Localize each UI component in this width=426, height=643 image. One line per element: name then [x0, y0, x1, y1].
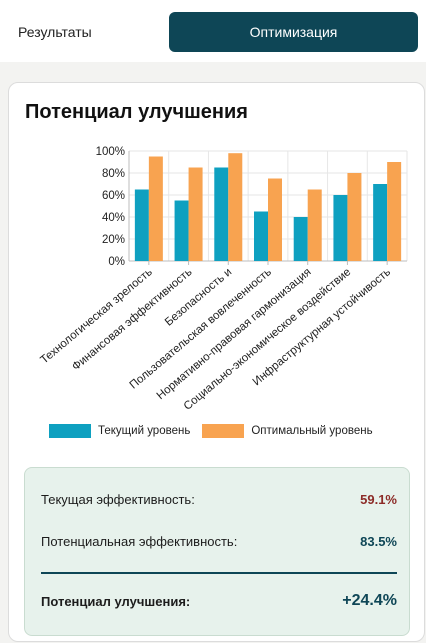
tab-optimization[interactable]: Оптимизация: [169, 12, 418, 52]
y-tick-label: 100%: [96, 146, 125, 158]
y-tick-label: 60%: [102, 190, 125, 202]
tab-optimization-label: Оптимизация: [249, 24, 338, 40]
bar-optimal: [347, 173, 362, 261]
legend-item-current: Текущий уровень: [49, 424, 190, 438]
tab-results[interactable]: Результаты: [0, 12, 165, 52]
legend-label-optimal: Оптимальный уровень: [251, 425, 373, 437]
summary-divider: [41, 572, 397, 574]
card-title: Потенциал улучшения: [25, 101, 248, 123]
bar-current: [214, 167, 229, 261]
bar-optimal: [387, 162, 402, 261]
legend-label-current: Текущий уровень: [98, 425, 191, 437]
bar-optimal: [268, 178, 282, 261]
bar-current: [134, 189, 149, 261]
improvement-potential-value: +24.4%: [342, 592, 397, 609]
bar-current: [333, 195, 348, 261]
y-tick-label: 40%: [102, 212, 125, 224]
improvement-potential-label: Потенциал улучшения:: [41, 593, 191, 609]
chart-legend: Текущий уровень Оптимальный уровень: [49, 423, 385, 439]
efficiency-summary: Текущая эффективность: 59.1% Потенциальн…: [24, 467, 410, 636]
bar-current: [293, 217, 308, 261]
improvement-card: Потенциал улучшения 0% 20% 40% 60% 80% 100% Те…: [8, 82, 425, 642]
bar-optimal: [188, 167, 203, 261]
y-tick-label: 0%: [108, 256, 125, 268]
legend-swatch-optimal: [202, 424, 245, 438]
x-tick-label: Безопасность и: [163, 266, 234, 329]
potential-efficiency-value: 83.5%: [360, 534, 397, 549]
x-tick-label: Пользовательская вовлеченность: [128, 266, 274, 391]
bar-current: [174, 200, 189, 261]
legend-swatch-current: [49, 424, 91, 438]
improvement-potential-row: Потенциал улучшения: +24.4%: [41, 592, 397, 610]
bar-current: [254, 211, 268, 261]
legend-item-optimal: Оптимальный уровень: [202, 424, 373, 438]
tab-results-label: Результаты: [18, 24, 92, 40]
y-tick-label: 80%: [102, 168, 125, 180]
potential-efficiency-row: Потенциальная эффективность: 83.5%: [41, 534, 397, 549]
current-efficiency-row: Текущая эффективность: 59.1%: [41, 492, 397, 507]
bar-optimal: [228, 153, 243, 261]
bar-optimal: [307, 189, 322, 261]
tab-bar: Результаты Оптимизация: [0, 0, 426, 62]
y-tick-label: 20%: [102, 234, 125, 246]
bar-optimal: [148, 156, 163, 261]
potential-efficiency-label: Потенциальная эффективность:: [41, 534, 238, 549]
current-efficiency-value: 59.1%: [360, 492, 397, 507]
improvement-bar-chart: 0%20%40%60%80%100%Технологическая зрелос…: [38, 146, 408, 413]
current-efficiency-label: Текущая эффективность:: [41, 492, 195, 507]
bar-current: [373, 184, 388, 261]
